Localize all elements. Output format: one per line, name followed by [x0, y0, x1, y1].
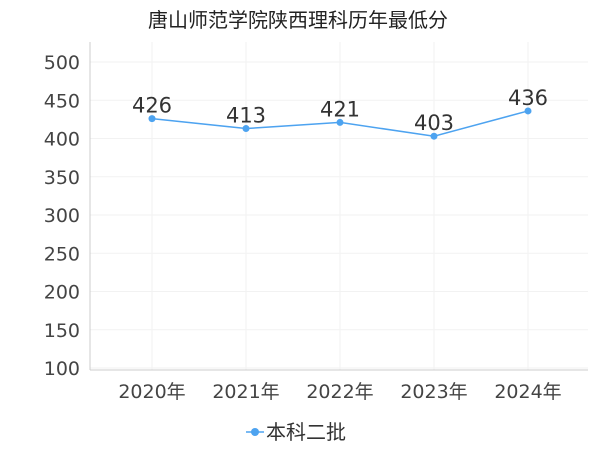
- legend-label: 本科二批: [266, 420, 346, 444]
- y-tick-label: 300: [44, 205, 80, 227]
- data-point: [242, 125, 250, 133]
- chart-title: 唐山师范学院陕西理科历年最低分: [148, 8, 448, 32]
- y-tick-label: 200: [44, 282, 80, 304]
- x-tick-label: 2023年: [400, 381, 467, 403]
- legend-swatch-marker: [251, 428, 259, 436]
- y-tick-label: 500: [44, 52, 80, 74]
- data-label: 421: [320, 97, 360, 121]
- data-label: 403: [414, 111, 454, 135]
- y-tick-label: 100: [44, 358, 80, 380]
- x-tick-label: 2021年: [212, 381, 279, 403]
- legend: 本科二批: [246, 420, 346, 444]
- y-tick-label: 450: [44, 90, 80, 112]
- x-tick-label: 2022年: [306, 381, 373, 403]
- y-tick-label: 250: [44, 243, 80, 265]
- x-tick-label: 2020年: [118, 381, 185, 403]
- y-tick-label: 350: [44, 167, 80, 189]
- x-axis-ticks: 2020年 2021年 2022年 2023年 2024年: [118, 381, 561, 403]
- data-point: [524, 107, 532, 115]
- series-layer: 426 413 421 403 436: [132, 86, 548, 140]
- y-tick-label: 150: [44, 320, 80, 342]
- data-label: 413: [226, 104, 266, 128]
- data-label: 436: [508, 86, 548, 110]
- y-tick-label: 400: [44, 129, 80, 151]
- data-point: [148, 115, 156, 123]
- data-point: [430, 132, 438, 140]
- y-axis-ticks: 100 150 200 250 300 350 400 450 500: [44, 52, 80, 380]
- axes: [89, 42, 588, 371]
- grid-lines: [90, 42, 588, 370]
- x-tick-label: 2024年: [494, 381, 561, 403]
- data-label: 426: [132, 94, 172, 118]
- data-point: [336, 118, 344, 126]
